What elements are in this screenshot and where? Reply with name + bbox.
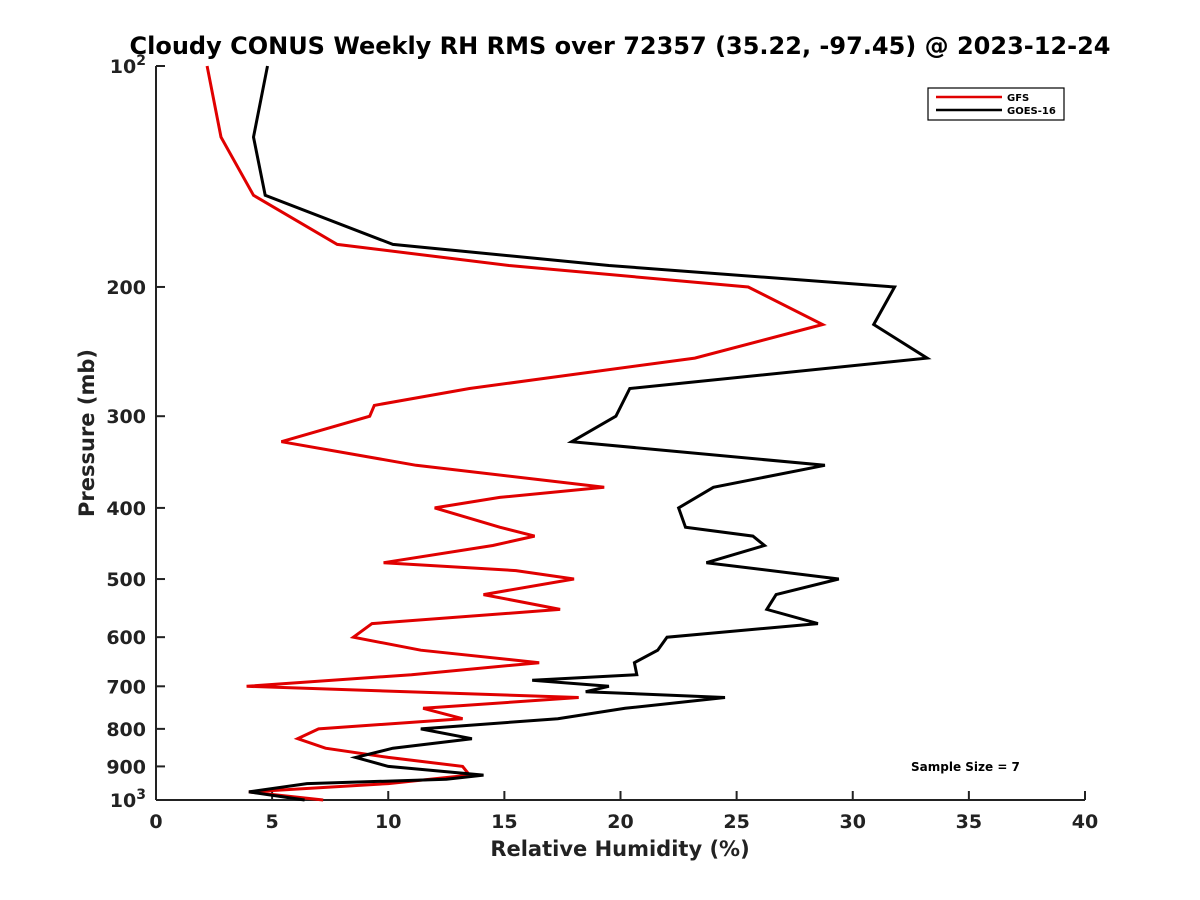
x-tick-label: 5 — [266, 811, 279, 833]
x-tick-label: 0 — [149, 811, 162, 833]
legend-label-gfs: GFS — [1007, 93, 1029, 104]
x-tick-label: 15 — [491, 811, 517, 833]
y-tick-label: 300 — [106, 406, 146, 428]
chart-title: Cloudy CONUS Weekly RH RMS over 72357 (3… — [130, 32, 1111, 60]
x-tick-label: 20 — [607, 811, 633, 833]
x-tick-label: 40 — [1072, 811, 1098, 833]
y-tick-label: 102 — [110, 53, 146, 78]
y-tick-label: 200 — [106, 277, 146, 299]
x-tick-label: 25 — [723, 811, 749, 833]
y-tick-label: 800 — [106, 719, 146, 741]
y-ticks: 102 200 300 400 500 600 700 800 900 103 — [106, 53, 165, 812]
y-tick-label: 500 — [106, 569, 146, 591]
y-tick-label: 700 — [106, 676, 146, 698]
series-line-gfs — [205, 65, 827, 802]
x-ticks: 0 5 10 15 20 25 30 35 40 — [149, 791, 1098, 833]
y-tick-label: 400 — [106, 498, 146, 520]
y-tick-label: 103 — [110, 787, 146, 812]
y-tick-label: 600 — [106, 627, 146, 649]
legend-label-goes16: GOES-16 — [1007, 106, 1056, 117]
x-tick-label: 35 — [956, 811, 982, 833]
legend-box — [927, 87, 1065, 121]
x-tick-label: 10 — [375, 811, 401, 833]
y-axis-label: Pressure (mb) — [75, 349, 99, 517]
series-line-goes-16 — [248, 65, 932, 802]
legend: GFS GOES-16 — [927, 87, 1065, 121]
sample-size-annotation: Sample Size = 7 — [911, 760, 1020, 774]
series-layer — [205, 65, 932, 802]
x-tick-label: 30 — [840, 811, 866, 833]
x-axis-label: Relative Humidity (%) — [490, 837, 749, 861]
y-tick-label: 900 — [106, 756, 146, 778]
plot-area — [155, 66, 1085, 801]
